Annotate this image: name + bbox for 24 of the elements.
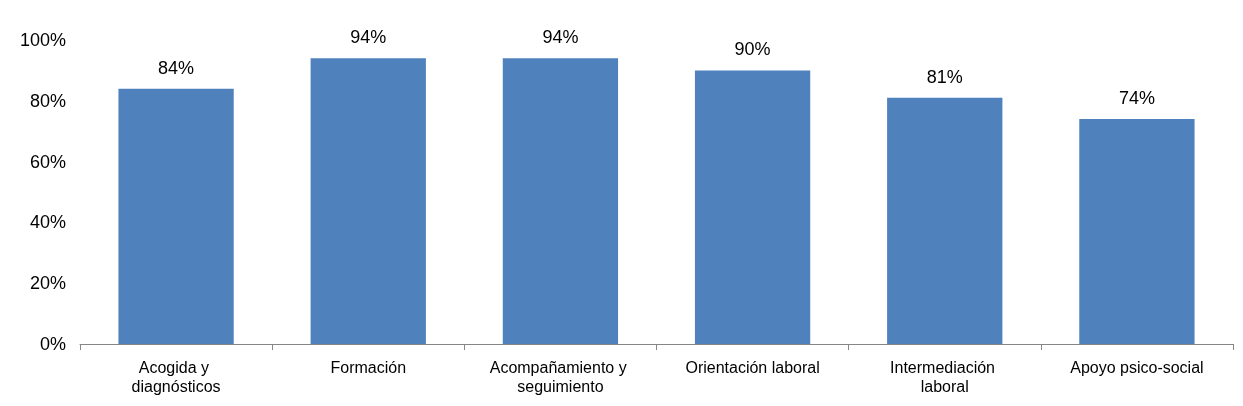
data-label: 94% <box>542 27 579 48</box>
x-tick-label: Apoyo psico-social <box>1070 359 1204 376</box>
bar <box>694 70 811 344</box>
x-tick-label: Orientación laboral <box>685 359 820 376</box>
data-label: 90% <box>734 39 771 60</box>
data-label: 94% <box>350 27 387 48</box>
x-tick-label: Acogida y diagnósticos <box>131 359 221 395</box>
y-tick-label: 40% <box>29 212 66 233</box>
y-tick-label: 0% <box>39 334 66 354</box>
x-tick-label: Intermediación laboral <box>890 359 1000 395</box>
bar <box>887 97 1003 344</box>
data-label: 81% <box>926 66 963 87</box>
data-label: 74% <box>1118 88 1155 109</box>
y-tick-label: 20% <box>29 273 66 294</box>
x-tick-label: Acompañamiento y seguimiento <box>489 359 632 395</box>
bar <box>502 58 619 344</box>
y-tick-label: 100% <box>19 30 66 50</box>
data-label: 84% <box>158 57 195 78</box>
y-tick-label: 80% <box>29 90 66 111</box>
bar <box>310 58 426 344</box>
bar <box>1079 119 1195 344</box>
x-tick-label: Formación <box>330 359 407 376</box>
y-tick-label: 60% <box>29 151 66 172</box>
bar <box>118 88 234 344</box>
